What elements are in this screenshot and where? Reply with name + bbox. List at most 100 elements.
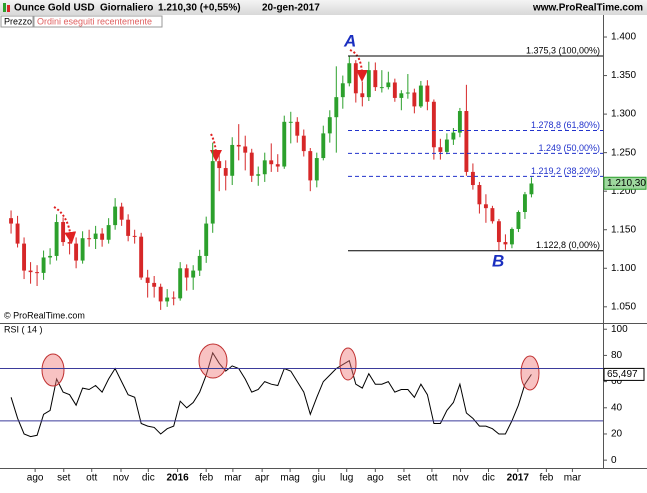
candle-body: [405, 92, 410, 94]
x-tick-label: ago: [27, 473, 44, 484]
x-tick-label: giu: [312, 473, 325, 484]
candle-body: [275, 164, 280, 167]
quote: 1.210,30 (+0,55%): [158, 3, 241, 14]
candle-body: [288, 121, 293, 123]
candle-body: [35, 272, 40, 274]
x-tick-label: mag: [280, 473, 299, 484]
x-tick-label: ago: [367, 473, 384, 484]
candle-body: [470, 171, 475, 186]
candle-body: [158, 286, 163, 302]
candle-body: [366, 70, 371, 98]
x-tick-label: nov: [452, 473, 468, 484]
candle-body: [347, 63, 352, 84]
x-tick-label: dic: [142, 473, 155, 484]
candle-body: [93, 233, 98, 239]
rsi-line: [10, 351, 532, 438]
candle-body: [431, 101, 436, 148]
x-tick-label: set: [397, 473, 411, 484]
x-tick-label: mar: [564, 473, 582, 484]
x-tick-label: dic: [482, 473, 495, 484]
candle-body: [373, 70, 378, 88]
candle-body: [269, 160, 274, 165]
y-tick-label: 1.300: [611, 109, 636, 120]
legend-box: [33, 15, 163, 28]
candle-body: [418, 85, 423, 107]
candle-body: [113, 206, 118, 226]
candle-body: [340, 83, 345, 98]
candle-body: [334, 97, 339, 118]
candle-body: [204, 223, 209, 256]
candle-body: [457, 111, 462, 133]
y-tick-label: 60: [611, 376, 623, 387]
candle-body: [41, 257, 46, 273]
candle-body: [15, 223, 20, 244]
candle-body: [529, 183, 534, 195]
candle-body: [321, 133, 326, 159]
candle-body: [191, 270, 196, 278]
candle-body: [210, 161, 215, 224]
copyright: © ProRealTime.com: [4, 310, 85, 320]
candle-body: [353, 63, 358, 94]
candle-body: [379, 87, 384, 89]
candle-body: [282, 121, 287, 167]
y-tick-label: 40: [611, 402, 623, 413]
x-tick-label: set: [57, 473, 71, 484]
rsi-title: RSI ( 14 ): [4, 324, 43, 334]
candle-body: [236, 144, 241, 147]
candle-body: [392, 82, 397, 98]
fib-label: 1.249 (50,00%): [538, 143, 600, 153]
highlight: [339, 347, 357, 381]
y-tick-label: 0: [611, 455, 617, 466]
x-tick-label: apr: [255, 473, 270, 484]
candle-body: [80, 238, 85, 261]
candle-body: [119, 206, 124, 220]
period: Giornaliero: [100, 3, 153, 14]
candle-body: [87, 238, 92, 240]
highlight: [520, 355, 540, 391]
x-tick-label: feb: [199, 473, 213, 484]
site: www.ProRealTime.com: [532, 3, 643, 14]
candle-body: [243, 146, 248, 153]
legend-box: [0, 15, 34, 28]
candle-body: [464, 111, 469, 172]
fib-label: 1.219,2 (38,20%): [531, 166, 600, 176]
candle-body: [22, 243, 27, 271]
y-tick-label: 20: [611, 429, 623, 440]
candle-body: [451, 132, 456, 140]
candle-body: [412, 92, 417, 107]
candle-body: [171, 297, 176, 299]
y-tick-label: 1.350: [611, 70, 636, 81]
x-tick-label: 2016: [166, 473, 189, 484]
annotation: B: [492, 251, 504, 270]
y-tick-label: 1.050: [611, 301, 636, 312]
candle-body: [496, 221, 501, 243]
candle-body: [61, 222, 66, 243]
candle-body: [308, 151, 313, 181]
candle-body: [139, 236, 144, 278]
candle-body: [327, 117, 332, 134]
arrow: [53, 206, 77, 244]
candle-body: [360, 93, 365, 98]
fib-label: 1.122,8 (0,00%): [536, 240, 600, 250]
candle-body: [503, 242, 508, 245]
legend-orders: Ordini eseguiti recentemente: [37, 16, 152, 26]
candle-body: [438, 147, 443, 152]
candle-body: [165, 297, 170, 302]
x-tick-label: nov: [113, 473, 129, 484]
y-tick-label: 80: [611, 350, 623, 361]
candle-body: [106, 225, 111, 240]
candle-body: [230, 144, 235, 176]
candle-body: [126, 219, 131, 236]
candle-body: [9, 218, 14, 224]
candle-body: [477, 185, 482, 205]
x-tick-label: ott: [86, 473, 97, 484]
arrow: [209, 133, 222, 162]
candle-body: [386, 82, 391, 88]
x-tick-label: lug: [340, 473, 353, 484]
x-tick-label: ott: [426, 473, 437, 484]
header-bar: [0, 0, 647, 15]
arrow: [349, 49, 368, 82]
candle-body: [54, 222, 59, 256]
x-tick-label: feb: [539, 473, 553, 484]
